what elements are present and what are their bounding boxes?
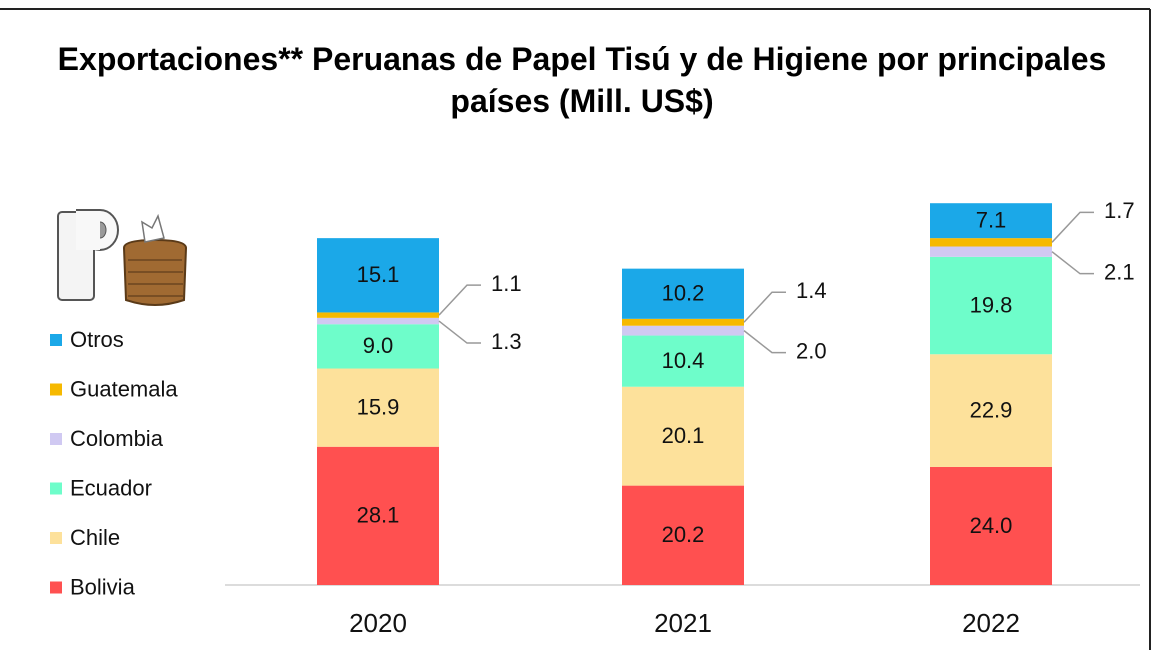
data-label: 1.1: [491, 271, 522, 296]
data-label: 10.2: [662, 281, 705, 306]
data-label: 19.8: [970, 292, 1013, 317]
bar-segment: [317, 446, 439, 585]
leader-line: [743, 291, 786, 323]
leader-line: [1051, 211, 1094, 243]
data-label: 9.0: [363, 333, 394, 358]
data-label: 2.0: [796, 338, 827, 363]
legend-swatch: [50, 383, 62, 396]
leader-line: [1051, 251, 1094, 275]
bar-segment: [622, 268, 744, 319]
legend-swatch: [50, 581, 62, 594]
data-label: 1.3: [491, 329, 522, 354]
data-label: 10.4: [662, 348, 705, 373]
legend-label: Colombia: [70, 426, 164, 451]
bar-segment: [930, 354, 1052, 467]
legend-label: Chile: [70, 525, 120, 550]
chart-title: Exportaciones** Peruanas de Papel Tisú y…: [57, 41, 1107, 119]
data-label: 7.1: [976, 207, 1007, 232]
data-label: 15.1: [357, 262, 400, 287]
bar-segment: [930, 256, 1052, 355]
x-tick-label: 2021: [654, 608, 712, 638]
legend-swatch: [50, 433, 62, 445]
x-tick-label: 2020: [349, 608, 407, 638]
legend-swatch: [50, 532, 62, 544]
data-label: 22.9: [970, 397, 1013, 422]
bar-segment: [622, 485, 744, 585]
data-label: 2.1: [1104, 259, 1135, 284]
data-label: 28.1: [357, 503, 400, 528]
data-label: 1.4: [796, 278, 827, 303]
bar-segment: [622, 318, 744, 326]
x-tick-label: 2022: [962, 608, 1020, 638]
legend-label: Guatemala: [70, 376, 178, 401]
tissue-box-icon: [122, 213, 188, 306]
bar-segment: [317, 238, 439, 313]
bar-segment: [622, 335, 744, 387]
legend-label: Otros: [70, 327, 124, 352]
bar-segment: [622, 325, 744, 336]
data-label: 20.2: [662, 522, 705, 547]
leader-line: [438, 320, 481, 344]
bar-segment: [930, 203, 1052, 239]
bar-segment: [930, 466, 1052, 585]
legend-label: Ecuador: [70, 475, 152, 500]
bar-segment: [930, 238, 1052, 247]
bar-segment: [317, 324, 439, 369]
bar-segment: [317, 317, 439, 325]
data-label: 1.7: [1104, 198, 1135, 223]
legend-swatch: [50, 334, 62, 346]
leader-line: [743, 330, 786, 354]
bar-segment: [317, 312, 439, 318]
legend-swatch: [50, 482, 62, 495]
toilet-paper-icon: [57, 209, 119, 301]
data-label: 20.1: [662, 423, 705, 448]
bar-segment: [317, 368, 439, 447]
leader-line: [438, 284, 481, 316]
data-label: 24.0: [970, 513, 1013, 538]
bar-segment: [930, 246, 1052, 257]
bar-segment: [622, 386, 744, 486]
data-label: 15.9: [357, 394, 400, 419]
legend-label: Bolivia: [70, 574, 136, 599]
